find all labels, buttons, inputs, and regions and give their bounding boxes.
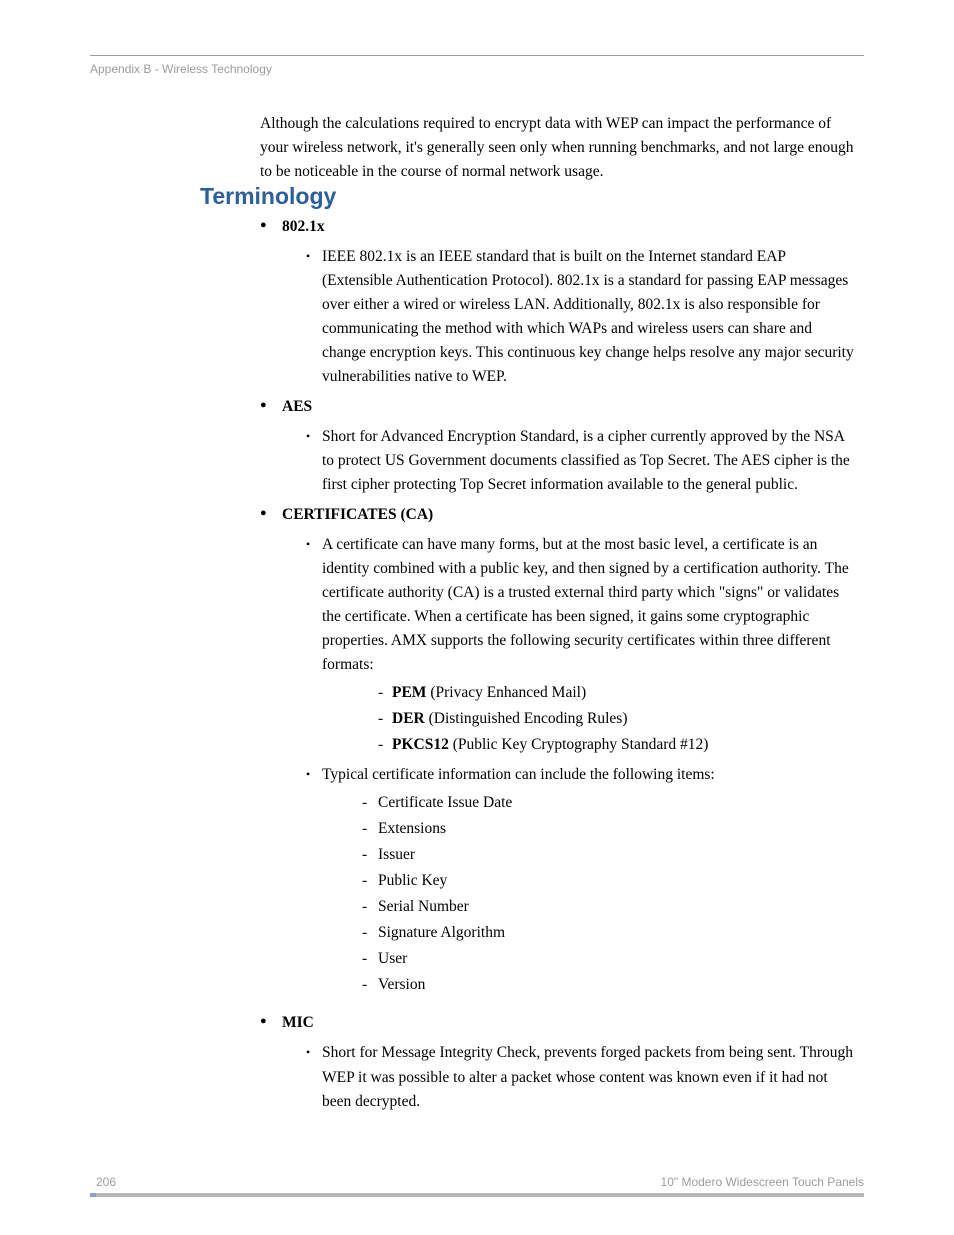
term-name: MIC (282, 1014, 314, 1031)
page-number: 206 (96, 1175, 116, 1189)
info-item: Signature Algorithm (322, 921, 855, 945)
footer-bar (90, 1193, 864, 1197)
format-desc: (Distinguished Encoding Rules) (425, 710, 628, 727)
format-desc: (Public Key Cryptography Standard #12) (449, 736, 709, 753)
term-subitem-text: Short for Message Integrity Check, preve… (322, 1044, 853, 1109)
info-item: Extensions (322, 817, 855, 841)
page-footer: 206 10" Modero Widescreen Touch Panels (90, 1171, 864, 1191)
intro-paragraph: Although the calculations required to en… (260, 112, 855, 184)
term-subitem-text: Typical certificate information can incl… (322, 766, 715, 783)
format-list: PEM (Privacy Enhanced Mail) DER (Disting… (322, 681, 855, 757)
term-item: CERTIFICATES (CA) A certificate can have … (260, 503, 855, 997)
info-list: Certificate Issue Date Extensions Issuer… (322, 791, 855, 997)
format-desc: (Privacy Enhanced Mail) (426, 684, 586, 701)
info-item: Issuer (322, 843, 855, 867)
info-item: Serial Number (322, 895, 855, 919)
info-item: Version (322, 973, 855, 997)
page: Appendix B - Wireless Technology Althoug… (0, 0, 954, 1235)
term-subitem-text: Short for Advanced Encryption Standard, … (322, 428, 850, 493)
term-subitems: IEEE 802.1x is an IEEE standard that is … (282, 245, 855, 389)
term-subitem: Short for Message Integrity Check, preve… (282, 1041, 855, 1113)
term-subitem: A certificate can have many forms, but a… (282, 533, 855, 757)
term-subitems: A certificate can have many forms, but a… (282, 533, 855, 997)
terms-list: 802.1x IEEE 802.1x is an IEEE standard th… (260, 215, 855, 1114)
info-item: User (322, 947, 855, 971)
format-name: PEM (392, 684, 426, 701)
term-item: MIC Short for Message Integrity Check, pr… (260, 1011, 855, 1113)
term-name: 802.1x (282, 218, 325, 235)
intro-block: Although the calculations required to en… (260, 112, 855, 184)
term-subitem: IEEE 802.1x is an IEEE standard that is … (282, 245, 855, 389)
format-name: DER (392, 710, 425, 727)
format-name: PKCS12 (392, 736, 449, 753)
doc-title: 10" Modero Widescreen Touch Panels (661, 1175, 864, 1189)
term-subitems: Short for Message Integrity Check, preve… (282, 1041, 855, 1113)
term-subitem: Typical certificate information can incl… (282, 763, 855, 997)
info-item: Public Key (322, 869, 855, 893)
format-item: DER (Distinguished Encoding Rules) (322, 707, 855, 731)
term-item: 802.1x IEEE 802.1x is an IEEE standard th… (260, 215, 855, 389)
terminology-block: 802.1x IEEE 802.1x is an IEEE standard th… (260, 215, 855, 1120)
section-heading: Terminology (200, 183, 336, 210)
term-subitem: Short for Advanced Encryption Standard, … (282, 425, 855, 497)
format-item: PKCS12 (Public Key Cryptography Standard… (322, 733, 855, 757)
term-name: CERTIFICATES (CA) (282, 506, 433, 523)
running-head: Appendix B - Wireless Technology (90, 62, 272, 76)
term-subitems: Short for Advanced Encryption Standard, … (282, 425, 855, 497)
term-subitem-text: A certificate can have many forms, but a… (322, 536, 849, 673)
header-rule (90, 55, 864, 56)
term-name: AES (282, 398, 312, 415)
info-item: Certificate Issue Date (322, 791, 855, 815)
format-item: PEM (Privacy Enhanced Mail) (322, 681, 855, 705)
term-subitem-text: IEEE 802.1x is an IEEE standard that is … (322, 248, 854, 385)
term-item: AES Short for Advanced Encryption Standar… (260, 395, 855, 497)
